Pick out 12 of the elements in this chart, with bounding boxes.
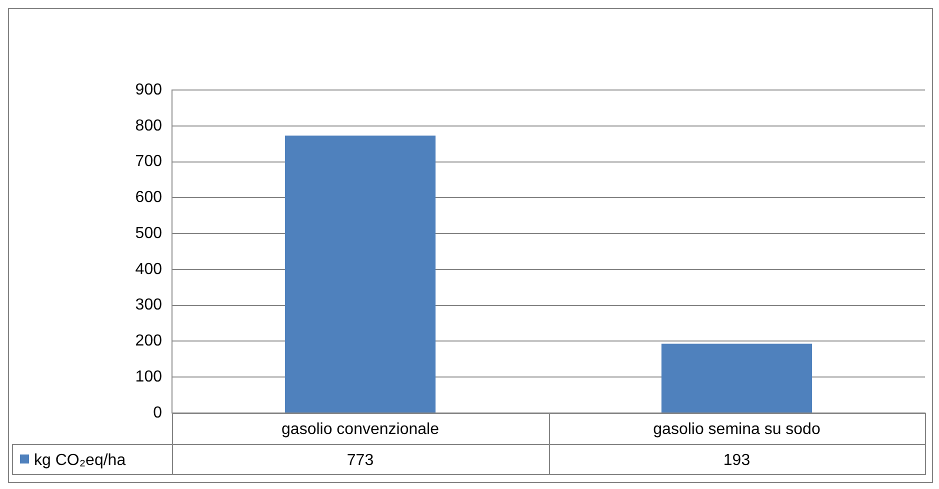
y-tick-label: 900 <box>135 81 162 98</box>
y-tick-label: 300 <box>135 296 162 314</box>
x-tick-label: gasolio convenzionale <box>282 420 440 438</box>
y-tick-label: 200 <box>135 332 162 350</box>
y-tick-label: 500 <box>135 224 162 242</box>
y-tick-label: 700 <box>135 153 162 170</box>
y-tick-label: 0 <box>153 404 162 422</box>
y-tick-label: 600 <box>135 189 162 206</box>
y-tick-label: 100 <box>135 368 162 386</box>
x-tick-label: gasolio semina su sodo <box>653 420 820 438</box>
y-tick-label: 800 <box>135 117 162 134</box>
y-tick-label: 400 <box>135 260 162 278</box>
